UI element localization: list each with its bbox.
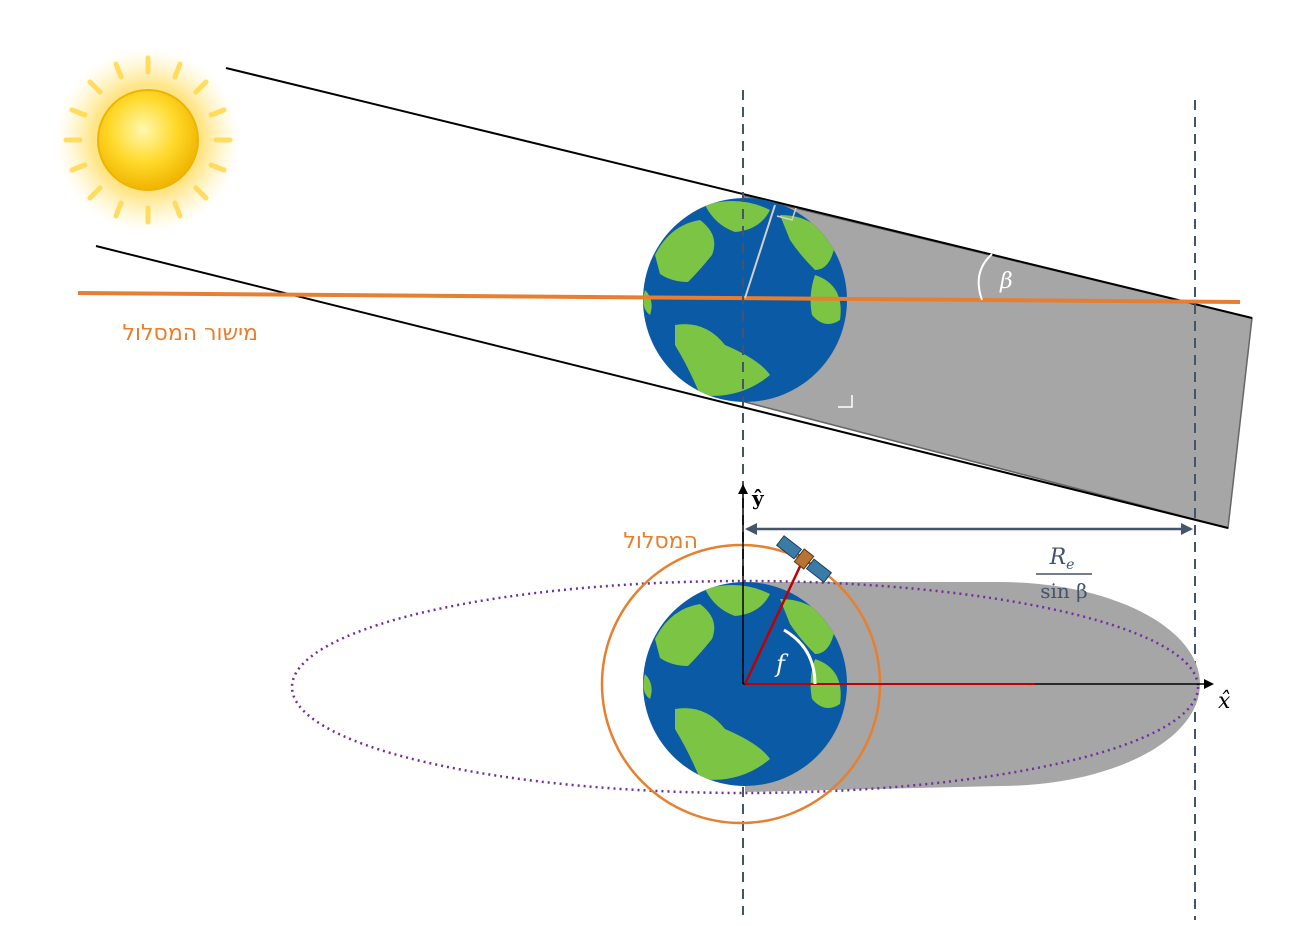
right-angle-mark-top bbox=[776, 207, 797, 221]
satellite-icon bbox=[775, 535, 833, 583]
x-axis-label: x̂ bbox=[1218, 689, 1231, 714]
sun-icon bbox=[56, 48, 240, 232]
y-axis-label: ŷ bbox=[751, 486, 765, 510]
orbit-label: המסלול bbox=[623, 529, 698, 554]
true-anomaly-arc bbox=[783, 628, 817, 685]
distance-numerator: R bbox=[1049, 545, 1067, 570]
beta-label: β bbox=[999, 269, 1013, 294]
shadow-projection bbox=[745, 582, 1200, 792]
orbit-path-projected bbox=[290, 579, 1200, 795]
svg-text:Re: Re bbox=[1049, 545, 1075, 573]
radius-to-satellite bbox=[743, 559, 805, 685]
distance-subscript: e bbox=[1066, 557, 1074, 573]
beta-angle-arc bbox=[977, 253, 993, 301]
distance-formula-label: Re sin β bbox=[1036, 545, 1092, 603]
right-angle-mark-bottom bbox=[838, 395, 853, 408]
earth-radius-line bbox=[744, 204, 776, 299]
earth-globe-icon bbox=[643, 582, 847, 786]
sun-ray-upper bbox=[225, 67, 1253, 319]
distance-denominator: sin β bbox=[1040, 579, 1087, 603]
orbit-plane-line bbox=[77, 291, 1241, 304]
orbit-plane-label: מישור המסלול bbox=[123, 321, 258, 346]
